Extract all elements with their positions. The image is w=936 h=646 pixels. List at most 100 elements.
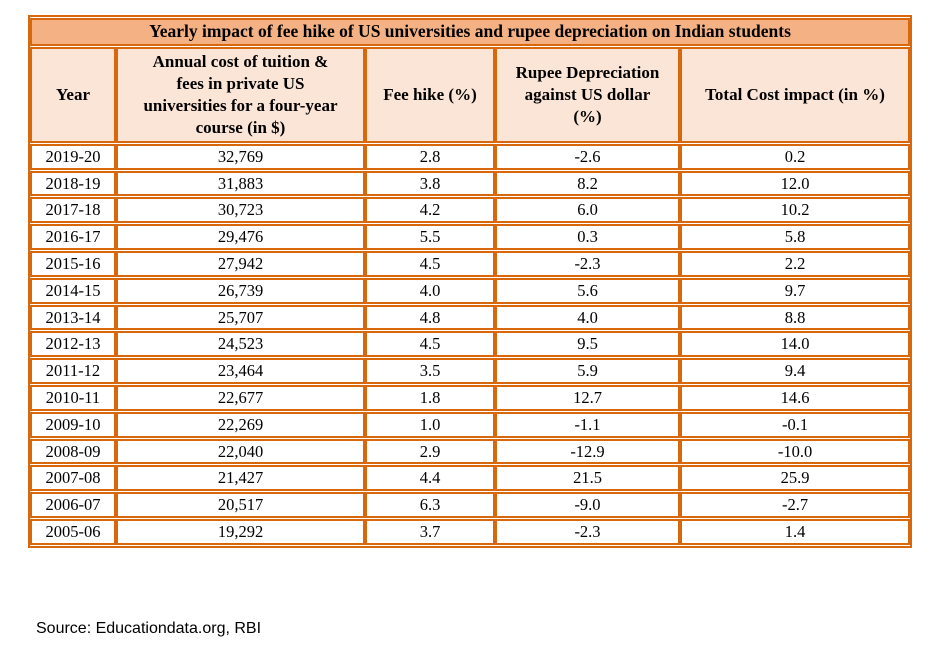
column-header-year-label: Year — [56, 85, 90, 104]
cell-year: 2017-18 — [30, 197, 116, 224]
cell-total-cost-impact: -2.7 — [680, 492, 911, 519]
cell-total-cost-impact: 9.7 — [680, 277, 911, 304]
cell-year: 2015-16 — [30, 251, 116, 277]
cell-rupee-depreciation: 5.9 — [495, 358, 680, 385]
cell-total-cost-impact: 14.0 — [680, 331, 911, 358]
column-header-rupee-depreciation-label: Rupee Depreciation against US dollar (%) — [515, 63, 660, 126]
cell-total-cost-impact: 14.6 — [680, 385, 911, 411]
column-header-fee-hike-label: Fee hike (%) — [383, 85, 477, 104]
cell-total-cost-impact: 1.4 — [680, 519, 911, 545]
cell-fee-hike: 3.8 — [365, 170, 495, 197]
cell-year: 2010-11 — [30, 385, 116, 411]
table-row: 2008-09 22,040 2.9 -12.9 -10.0 — [30, 438, 911, 465]
column-header-year: Year — [30, 46, 116, 143]
cell-fee-hike: 1.8 — [365, 385, 495, 411]
cell-fee-hike: 4.0 — [365, 277, 495, 304]
cell-fee-hike: 6.3 — [365, 492, 495, 519]
cell-annual-cost: 24,523 — [116, 331, 365, 358]
cell-annual-cost: 20,517 — [116, 492, 365, 519]
cell-fee-hike: 4.5 — [365, 251, 495, 277]
cell-year: 2018-19 — [30, 170, 116, 197]
cell-fee-hike: 4.5 — [365, 331, 495, 358]
cell-year: 2014-15 — [30, 277, 116, 304]
cell-annual-cost: 19,292 — [116, 519, 365, 545]
cell-annual-cost: 22,677 — [116, 385, 365, 411]
cell-fee-hike: 4.4 — [365, 465, 495, 492]
cell-total-cost-impact: 25.9 — [680, 465, 911, 492]
cell-fee-hike: 2.9 — [365, 438, 495, 465]
column-header-annual-cost: Annual cost of tuition & fees in private… — [116, 46, 365, 143]
column-header-rupee-depreciation: Rupee Depreciation against US dollar (%) — [495, 46, 680, 143]
cell-total-cost-impact: -10.0 — [680, 438, 911, 465]
cell-year: 2008-09 — [30, 438, 116, 465]
fee-hike-table: Yearly impact of fee hike of US universi… — [28, 15, 913, 548]
cell-annual-cost: 29,476 — [116, 224, 365, 251]
column-header-total-cost-impact: Total Cost impact (in %) — [680, 46, 911, 143]
cell-year: 2013-14 — [30, 304, 116, 331]
cell-total-cost-impact: 2.2 — [680, 251, 911, 277]
cell-annual-cost: 31,883 — [116, 170, 365, 197]
cell-annual-cost: 25,707 — [116, 304, 365, 331]
cell-annual-cost: 32,769 — [116, 143, 365, 170]
table-row: 2014-15 26,739 4.0 5.6 9.7 — [30, 277, 911, 304]
cell-rupee-depreciation: -2.3 — [495, 519, 680, 545]
title-row: Yearly impact of fee hike of US universi… — [30, 18, 911, 46]
cell-rupee-depreciation: 0.3 — [495, 224, 680, 251]
table-row: 2018-19 31,883 3.8 8.2 12.0 — [30, 170, 911, 197]
cell-total-cost-impact: 10.2 — [680, 197, 911, 224]
table-row: 2017-18 30,723 4.2 6.0 10.2 — [30, 197, 911, 224]
cell-fee-hike: 1.0 — [365, 411, 495, 438]
cell-year: 2019-20 — [30, 143, 116, 170]
cell-annual-cost: 27,942 — [116, 251, 365, 277]
cell-total-cost-impact: 9.4 — [680, 358, 911, 385]
cell-total-cost-impact: 5.8 — [680, 224, 911, 251]
cell-year: 2016-17 — [30, 224, 116, 251]
cell-year: 2011-12 — [30, 358, 116, 385]
cell-total-cost-impact: 12.0 — [680, 170, 911, 197]
cell-total-cost-impact: -0.1 — [680, 411, 911, 438]
table-row: 2007-08 21,427 4.4 21.5 25.9 — [30, 465, 911, 492]
cell-total-cost-impact: 0.2 — [680, 143, 911, 170]
table-row: 2012-13 24,523 4.5 9.5 14.0 — [30, 331, 911, 358]
cell-fee-hike: 4.8 — [365, 304, 495, 331]
table-row: 2006-07 20,517 6.3 -9.0 -2.7 — [30, 492, 911, 519]
cell-year: 2007-08 — [30, 465, 116, 492]
cell-rupee-depreciation: 21.5 — [495, 465, 680, 492]
cell-annual-cost: 22,269 — [116, 411, 365, 438]
cell-year: 2012-13 — [30, 331, 116, 358]
cell-fee-hike: 5.5 — [365, 224, 495, 251]
column-header-annual-cost-label: Annual cost of tuition & fees in private… — [143, 52, 338, 137]
cell-rupee-depreciation: 9.5 — [495, 331, 680, 358]
table-title: Yearly impact of fee hike of US universi… — [30, 18, 911, 46]
table-row: 2013-14 25,707 4.8 4.0 8.8 — [30, 304, 911, 331]
table-row: 2016-17 29,476 5.5 0.3 5.8 — [30, 224, 911, 251]
column-header-fee-hike: Fee hike (%) — [365, 46, 495, 143]
cell-rupee-depreciation: -9.0 — [495, 492, 680, 519]
cell-annual-cost: 26,739 — [116, 277, 365, 304]
cell-fee-hike: 2.8 — [365, 143, 495, 170]
cell-total-cost-impact: 8.8 — [680, 304, 911, 331]
header-row: Year Annual cost of tuition & fees in pr… — [30, 46, 911, 143]
cell-rupee-depreciation: 6.0 — [495, 197, 680, 224]
data-table: Yearly impact of fee hike of US universi… — [28, 15, 913, 548]
cell-fee-hike: 4.2 — [365, 197, 495, 224]
cell-year: 2009-10 — [30, 411, 116, 438]
cell-fee-hike: 3.7 — [365, 519, 495, 545]
cell-annual-cost: 22,040 — [116, 438, 365, 465]
cell-annual-cost: 23,464 — [116, 358, 365, 385]
source-note: Source: Educationdata.org, RBI — [36, 620, 262, 637]
cell-fee-hike: 3.5 — [365, 358, 495, 385]
cell-rupee-depreciation: -12.9 — [495, 438, 680, 465]
cell-annual-cost: 30,723 — [116, 197, 365, 224]
table-row: 2015-16 27,942 4.5 -2.3 2.2 — [30, 251, 911, 277]
cell-rupee-depreciation: -1.1 — [495, 411, 680, 438]
cell-rupee-depreciation: 4.0 — [495, 304, 680, 331]
table-row: 2011-12 23,464 3.5 5.9 9.4 — [30, 358, 911, 385]
cell-year: 2005-06 — [30, 519, 116, 545]
cell-rupee-depreciation: 5.6 — [495, 277, 680, 304]
table-row: 2010-11 22,677 1.8 12.7 14.6 — [30, 385, 911, 411]
table-row: 2005-06 19,292 3.7 -2.3 1.4 — [30, 519, 911, 545]
cell-rupee-depreciation: -2.3 — [495, 251, 680, 277]
cell-rupee-depreciation: -2.6 — [495, 143, 680, 170]
cell-rupee-depreciation: 8.2 — [495, 170, 680, 197]
